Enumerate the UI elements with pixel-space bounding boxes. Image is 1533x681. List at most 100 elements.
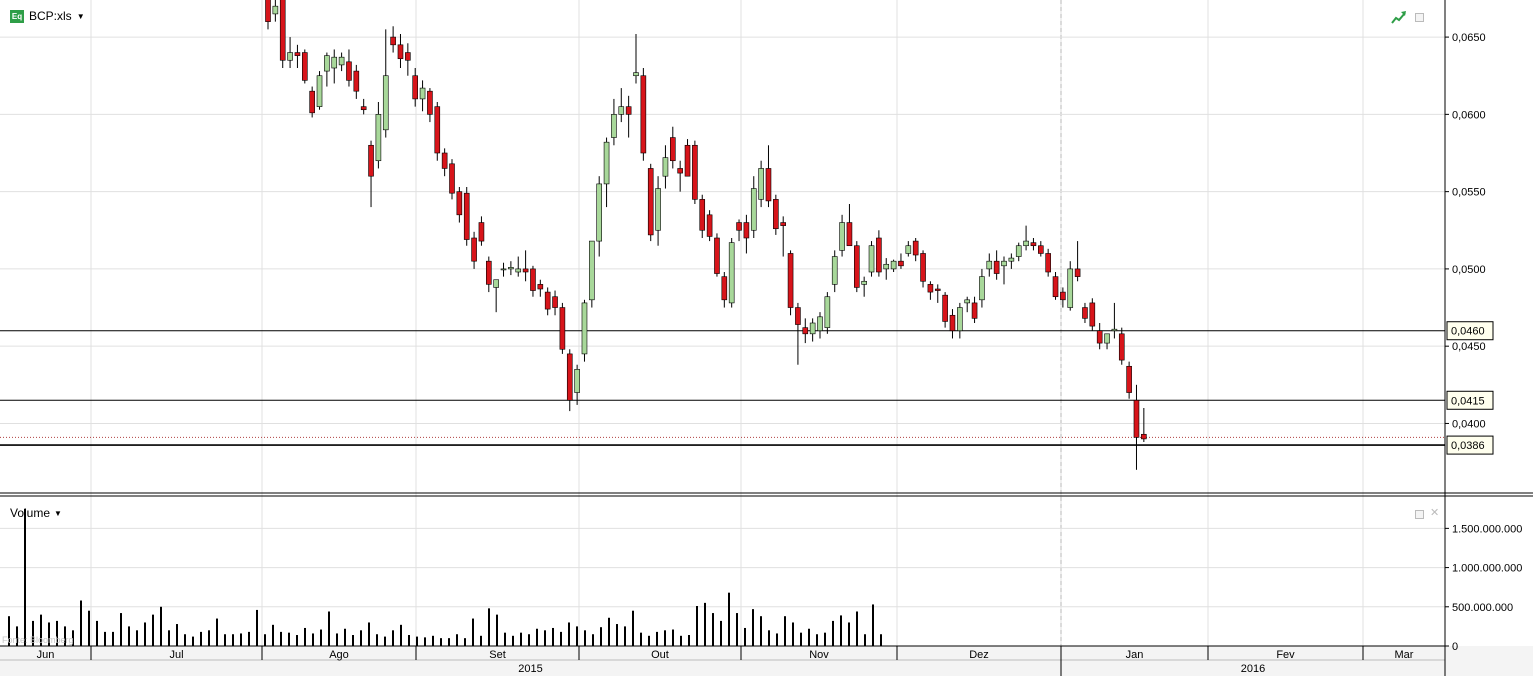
- candle: [485, 260, 492, 285]
- candle: [846, 222, 853, 247]
- volume-bar: [344, 628, 346, 646]
- candle: [964, 299, 971, 304]
- month-label: Fev: [1276, 649, 1295, 661]
- candle: [375, 114, 382, 162]
- candle: [655, 188, 661, 231]
- candle: [986, 260, 993, 270]
- candle: [692, 144, 698, 200]
- candle: [721, 276, 728, 301]
- close-icon[interactable]: ✕: [1430, 507, 1440, 519]
- volume-bar: [560, 631, 562, 646]
- candle: [493, 279, 499, 288]
- month-label: Dez: [969, 649, 989, 661]
- price-label: 0,0386: [1451, 440, 1485, 452]
- volume-bar: [880, 634, 882, 646]
- candle: [537, 284, 544, 290]
- candle: [441, 152, 448, 169]
- volume-bar: [200, 631, 202, 646]
- caret-down-icon: ▼: [76, 11, 85, 21]
- volume-bar: [784, 616, 786, 646]
- candle: [500, 268, 507, 271]
- volume-bar: [448, 638, 450, 646]
- candle: [390, 36, 396, 46]
- candle: [809, 322, 816, 335]
- volume-bar: [240, 633, 242, 646]
- volume-bar: [864, 634, 866, 646]
- volume-bar: [72, 630, 74, 646]
- candle: [1074, 268, 1081, 277]
- volume-bar: [824, 632, 826, 646]
- volume-bar: [152, 614, 154, 646]
- candle: [669, 137, 676, 162]
- volume-bar: [216, 618, 218, 646]
- candle: [1082, 307, 1088, 319]
- candle: [574, 369, 580, 393]
- candle: [1008, 257, 1015, 262]
- price-label-box: [1446, 321, 1494, 341]
- candle: [927, 284, 934, 293]
- volume-bar: [288, 632, 290, 646]
- volume-bar: [632, 610, 634, 646]
- candle: [750, 188, 757, 231]
- volume-bar: [368, 622, 370, 646]
- volume-selector[interactable]: Volume ▼: [10, 506, 62, 520]
- candle: [743, 222, 750, 239]
- candle: [1118, 333, 1125, 361]
- volume-bar: [112, 631, 114, 646]
- candle: [1001, 260, 1007, 267]
- volume-bar: [648, 635, 650, 646]
- volume-bar: [184, 634, 186, 646]
- candle: [883, 263, 890, 270]
- volume-bar: [320, 629, 322, 646]
- volume-bar: [768, 630, 770, 646]
- volume-bar: [800, 632, 802, 646]
- candle: [449, 163, 455, 194]
- volume-bar: [856, 611, 858, 646]
- volume-bar: [528, 634, 530, 646]
- candle: [949, 314, 956, 332]
- volume-bar: [488, 608, 490, 646]
- candle: [876, 237, 882, 273]
- candle: [522, 268, 529, 273]
- volume-bar: [304, 627, 306, 646]
- volume-bar: [96, 620, 98, 646]
- year-label: 2015: [518, 663, 542, 675]
- volume-bar: [192, 636, 194, 646]
- volume-bar: [408, 635, 410, 646]
- candle: [993, 260, 1000, 274]
- candle: [1067, 268, 1074, 308]
- month-label: Out: [651, 649, 669, 661]
- volume-bar: [384, 636, 386, 646]
- candle: [1096, 330, 1103, 344]
- ticker-selector[interactable]: Eq BCP:xls ▼: [10, 9, 85, 23]
- candle: [640, 75, 647, 154]
- maximize-volume-panel-button[interactable]: [1415, 510, 1424, 519]
- candle: [1133, 399, 1140, 438]
- month-label: Set: [489, 649, 506, 661]
- volume-bar: [496, 614, 498, 646]
- price-tick-label: 0,0550: [1452, 187, 1486, 199]
- volume-bar: [208, 630, 210, 646]
- trend-arrow-icon[interactable]: [1391, 10, 1407, 24]
- volume-bar: [440, 638, 442, 646]
- candle: [662, 157, 669, 177]
- candle: [773, 199, 779, 230]
- volume-bar: [312, 633, 314, 646]
- candle: [647, 168, 654, 236]
- candle: [957, 307, 963, 332]
- price-label: 0,0460: [1451, 326, 1485, 338]
- maximize-price-panel-button[interactable]: [1415, 13, 1424, 22]
- volume-bar: [544, 630, 546, 646]
- candle: [360, 106, 367, 111]
- price-tick-label: 0,0450: [1452, 341, 1486, 353]
- price-tick-label: 0,0400: [1452, 418, 1486, 430]
- volume-bar: [576, 626, 578, 646]
- candle: [853, 245, 860, 288]
- candle: [405, 52, 411, 61]
- candle: [831, 256, 838, 285]
- volume-bar: [592, 634, 594, 646]
- candle: [508, 267, 514, 270]
- volume-bar: [736, 613, 738, 646]
- candle: [1023, 240, 1029, 247]
